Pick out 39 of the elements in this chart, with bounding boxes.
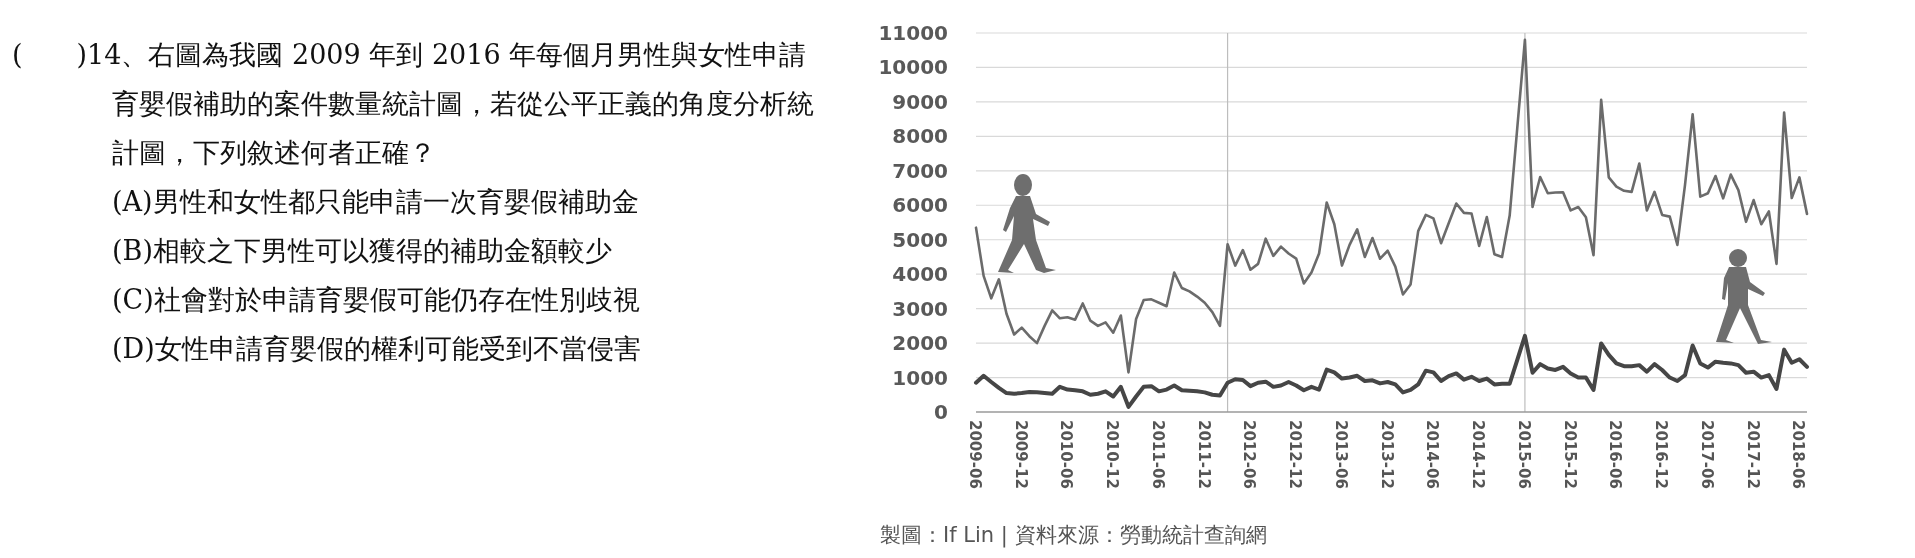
x-tick-label: 2017-06	[1697, 420, 1716, 489]
x-tick-label: 2009-06	[966, 420, 984, 489]
x-tick-label: 2014-06	[1423, 420, 1442, 489]
x-tick-label: 2011-12	[1194, 420, 1213, 489]
line-series	[974, 333, 1809, 409]
text: (C)社會對於申請育嬰假可能仍存在性別歧視	[111, 283, 641, 317]
y-tick-label: 0	[934, 400, 948, 424]
x-tick-label: 2018-06	[1789, 420, 1808, 489]
x-tick-label: 2012-12	[1286, 420, 1305, 489]
x-tick-label: 2011-06	[1148, 420, 1167, 489]
y-tick-label: 9000	[892, 89, 948, 114]
text: (D)女性申請育嬰假的權利可能受到不當侵害	[111, 332, 642, 366]
line-series	[974, 38, 1809, 374]
x-tick-label: 2015-12	[1560, 420, 1579, 489]
x-tick-label: 2012-06	[1240, 420, 1259, 489]
y-tick-label: 5000	[892, 227, 948, 252]
x-tick-label: 2016-12	[1652, 420, 1671, 489]
x-tick-label: 2015-06	[1514, 420, 1533, 489]
x-tick-label: 2013-06	[1331, 420, 1350, 489]
x-tick-label: 2013-12	[1377, 420, 1396, 489]
x-tick-label: 2010-06	[1057, 420, 1076, 489]
y-tick-label: 10000	[878, 55, 948, 80]
x-tick-label: 2010-12	[1103, 420, 1122, 489]
x-tick-label: 2016-06	[1606, 420, 1625, 489]
y-tick-label: 11000	[878, 21, 948, 45]
y-tick-label: 7000	[892, 158, 948, 183]
y-tick-label: 8000	[892, 124, 948, 149]
y-tick-label: 3000	[892, 296, 948, 321]
x-tick-label: 2017-12	[1743, 420, 1762, 489]
text: 製圖：If Lin | 資料來源：勞動統計查詢網	[880, 523, 1267, 548]
text: (B)相較之下男性可以獲得的補助金額較少	[111, 234, 613, 268]
y-tick-label: 6000	[892, 193, 948, 218]
x-tick-label: 2009-12	[1011, 420, 1030, 489]
text: (A)男性和女性都只能申請一次育嬰假補助金	[111, 185, 640, 219]
x-tick-label: 2014-12	[1469, 420, 1488, 489]
y-tick-label: 2000	[892, 331, 948, 356]
y-tick-label: 1000	[892, 365, 948, 390]
y-tick-label: 4000	[892, 262, 948, 287]
text: ( )14、右圖為我國 2009 年到 2016 年每個月男性與女性申請育嬰假補助的案件數量統計圖，若從公平正義的角度分析統計圖，下列敘述何者正確？	[12, 38, 815, 170]
